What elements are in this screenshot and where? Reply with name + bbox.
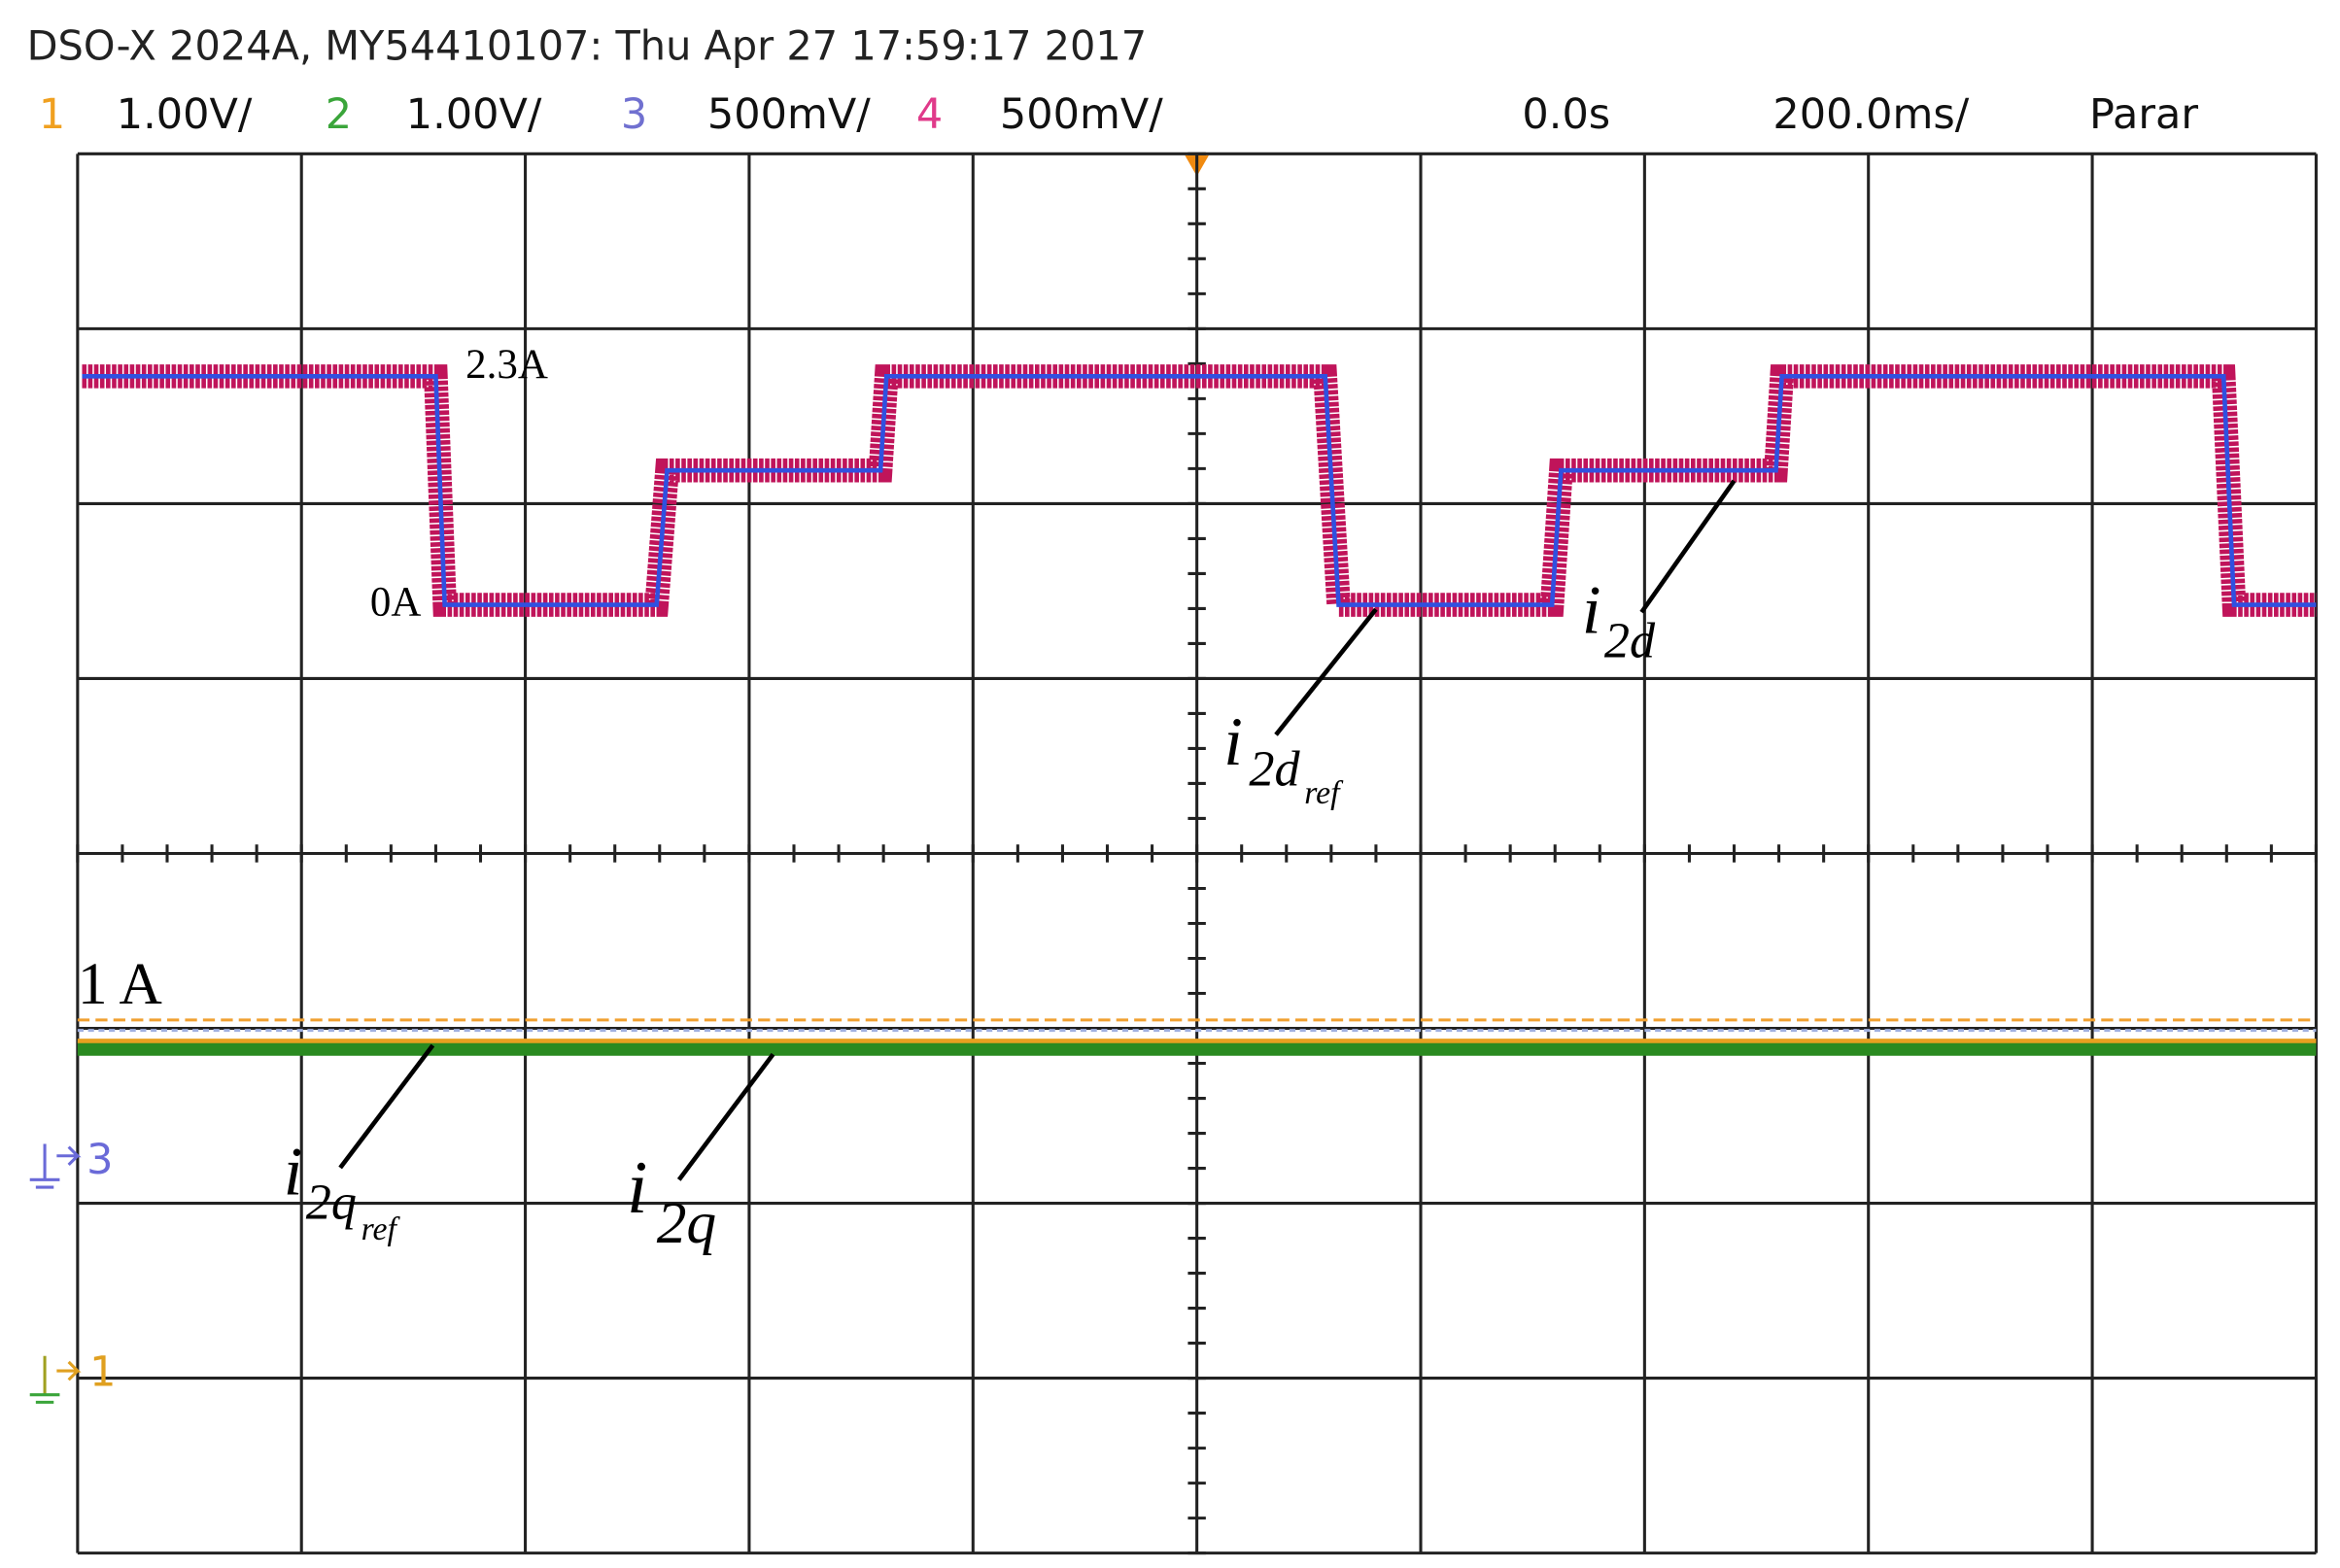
- low-level-label: 0A: [370, 579, 422, 625]
- i2q-main: i: [627, 1146, 647, 1229]
- time-offset: 0.0s: [1522, 90, 1610, 139]
- time-scale: 200.0ms/: [1772, 90, 1969, 139]
- scale-level-label: 1 A: [78, 951, 162, 1017]
- i2q-ref-main: i: [284, 1135, 303, 1210]
- ch2-scale: 1.00V/: [406, 90, 542, 139]
- ch1-number: 1: [39, 90, 65, 139]
- ch1-scale: 1.00V/: [117, 90, 253, 139]
- i2q-ref-leader: [338, 1043, 435, 1170]
- ch3-ground-icon: [29, 1143, 82, 1189]
- run-status: Parar: [2089, 90, 2198, 139]
- ch3-scale: 500mV/: [707, 90, 871, 139]
- ch3-number: 3: [621, 90, 647, 139]
- ch2-number: 2: [326, 90, 352, 139]
- i2q-leader: [676, 1052, 775, 1181]
- i2d-ref-leader: [1274, 607, 1378, 736]
- high-level-label: 2.3A: [465, 342, 548, 388]
- i2q-sub: 2q: [657, 1190, 716, 1256]
- ch4-number: 4: [916, 90, 943, 139]
- i2q-ref-subsub: ref: [361, 1211, 401, 1247]
- i2d-ref-main: i: [1223, 704, 1243, 780]
- ch1-ground-icon: [29, 1355, 82, 1404]
- i2d-sub: 2d: [1604, 612, 1656, 668]
- i2d-main: i: [1582, 573, 1601, 649]
- ch3-ground-label: 3: [86, 1136, 113, 1184]
- i2d-ref-sub: 2d: [1249, 741, 1300, 798]
- scope-title: DSO-X 2024A, MY54410107: Thu Apr 27 17:5…: [27, 21, 1148, 69]
- i2d-ref-subsub: ref: [1304, 775, 1344, 811]
- i2q-ref-sub: 2q: [306, 1174, 357, 1230]
- i2d-ref-trace: [82, 374, 2317, 607]
- ch4-scale: 500mV/: [1000, 90, 1163, 139]
- i2d-leader: [1639, 479, 1737, 614]
- ch1-ground-label: 1: [89, 1347, 116, 1396]
